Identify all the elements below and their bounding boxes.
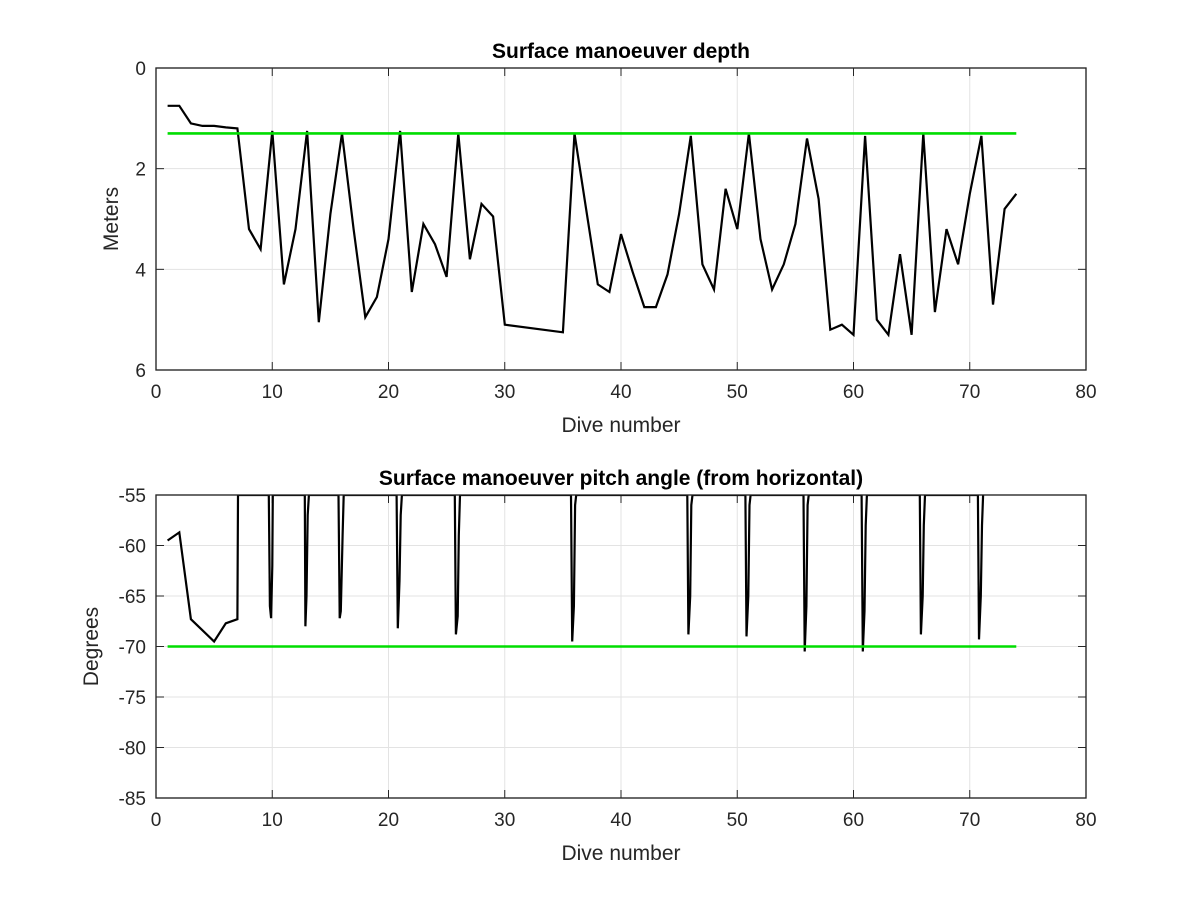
x-tick-label: 10 bbox=[262, 382, 283, 403]
x-axis-label: Dive number bbox=[561, 414, 680, 437]
plot-frame bbox=[155, 494, 1087, 799]
y-axis-label: Meters bbox=[100, 187, 123, 251]
x-tick-label: 50 bbox=[727, 810, 748, 831]
y-axis-label: Degrees bbox=[80, 607, 103, 686]
data-series-line bbox=[167, 104, 1018, 338]
x-tick-label: 80 bbox=[1075, 382, 1096, 403]
x-tick-label: 70 bbox=[959, 810, 980, 831]
y-tick-label: -55 bbox=[119, 486, 146, 507]
x-tick-label: 20 bbox=[378, 382, 399, 403]
plot-frame bbox=[155, 67, 1087, 371]
chart-title: Surface manoeuver depth bbox=[492, 40, 750, 63]
x-tick-label: 20 bbox=[378, 810, 399, 831]
y-tick-label: -65 bbox=[119, 587, 146, 608]
x-tick-label: 10 bbox=[262, 810, 283, 831]
chart-title: Surface manoeuver pitch angle (from hori… bbox=[379, 467, 863, 490]
x-tick-label: 30 bbox=[494, 810, 515, 831]
pitch-axes: 0 10 20 30 40 50 60 70 80 -55 -60 -65 -70 -75 -80 -85 Su… bbox=[80, 467, 1097, 865]
x-tick-label: 30 bbox=[494, 382, 515, 403]
x-tick-label: 0 bbox=[151, 810, 162, 831]
y-tick-label: -80 bbox=[119, 739, 146, 760]
depth-axes: 0 10 20 30 40 50 60 70 80 0 2 4 6 Surface manoeuver d… bbox=[100, 40, 1097, 437]
x-tick-label: 80 bbox=[1075, 810, 1096, 831]
x-tick-label: 70 bbox=[959, 382, 980, 403]
y-tick-label: 2 bbox=[135, 160, 146, 181]
y-tick-label: -60 bbox=[119, 537, 146, 558]
y-tick-label: 0 bbox=[135, 59, 146, 80]
data-series-line bbox=[166, 495, 985, 652]
x-tick-label: 50 bbox=[727, 382, 748, 403]
y-tick-label: 6 bbox=[135, 361, 146, 382]
x-tick-label: 60 bbox=[843, 810, 864, 831]
y-tick-label: -75 bbox=[119, 688, 146, 709]
x-tick-label: 0 bbox=[151, 382, 162, 403]
x-axis-label: Dive number bbox=[561, 842, 680, 865]
y-tick-label: -85 bbox=[119, 789, 146, 810]
x-tick-label: 60 bbox=[843, 382, 864, 403]
y-tick-label: -70 bbox=[119, 638, 146, 659]
y-tick-label: 4 bbox=[135, 260, 146, 281]
x-tick-label: 40 bbox=[610, 382, 631, 403]
x-tick-label: 40 bbox=[610, 810, 631, 831]
